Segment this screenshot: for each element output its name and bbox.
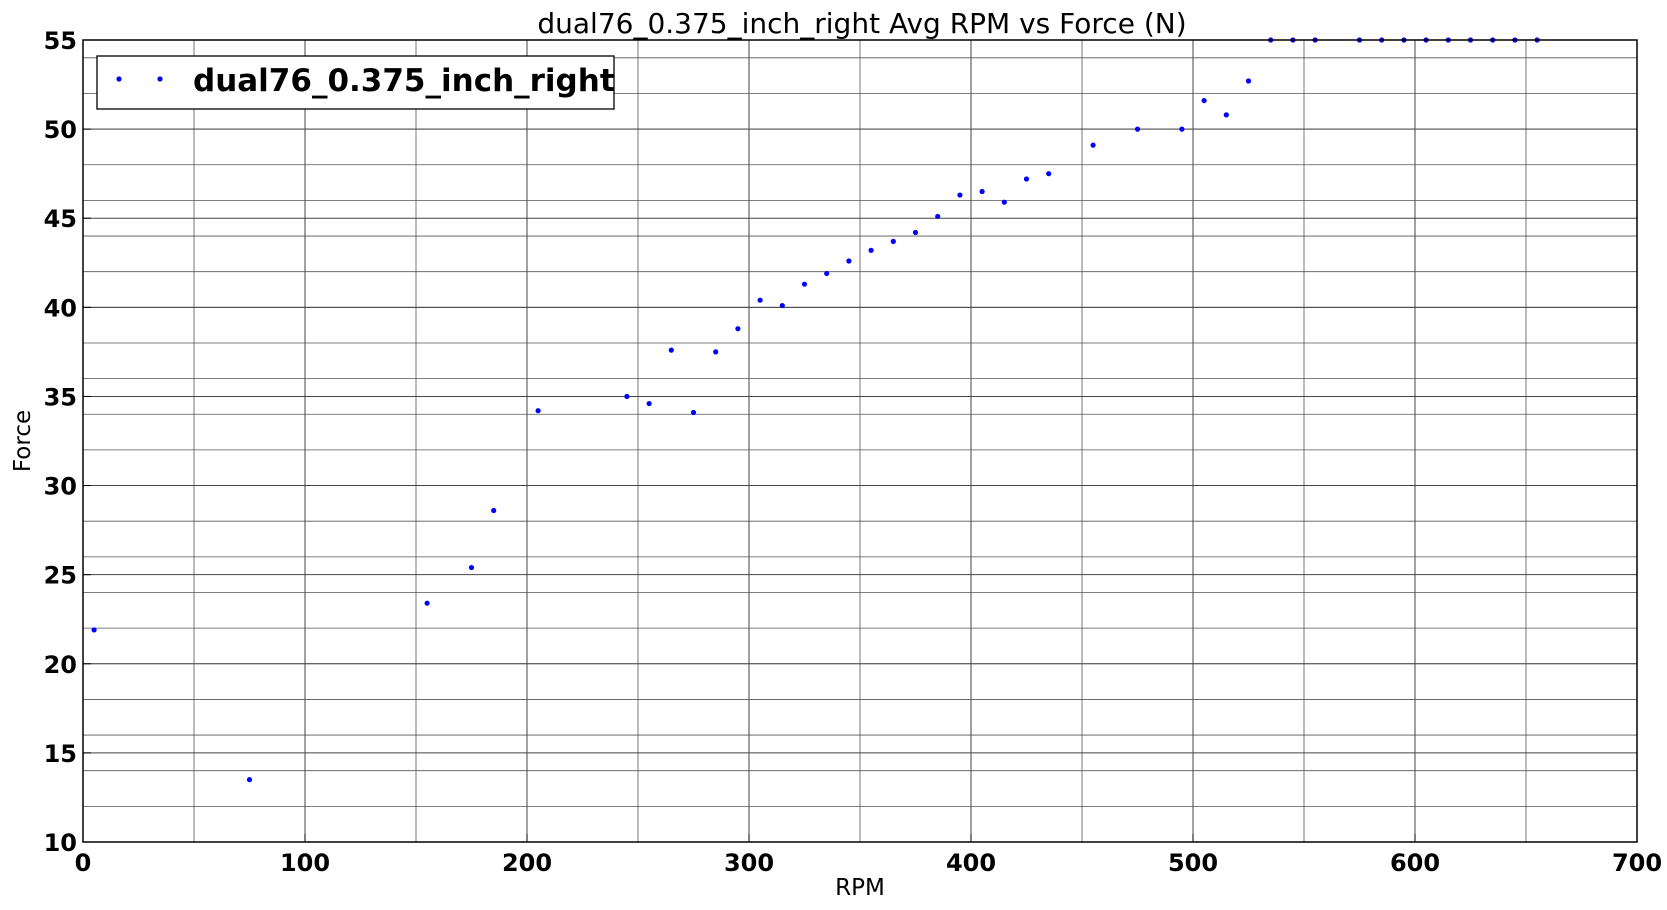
- data-point: [468, 564, 475, 571]
- x-tick-label: 400: [946, 849, 996, 877]
- data-point: [1223, 112, 1229, 118]
- y-tick-label: 30: [44, 473, 77, 501]
- y-tick-label: 15: [44, 740, 77, 768]
- legend-entry: dual76_0.375_inch_right: [193, 63, 615, 99]
- data-point: [668, 347, 674, 353]
- chart-title: dual76_0.375_inch_right Avg RPM vs Force…: [537, 7, 1186, 40]
- data-point: [246, 777, 253, 783]
- data-point: [779, 302, 785, 309]
- data-point: [1201, 97, 1207, 104]
- x-tick-label: 200: [502, 849, 552, 877]
- data-point: [935, 213, 941, 220]
- data-point: [1001, 199, 1007, 205]
- y-tick-label: 45: [44, 205, 77, 233]
- x-tick-label: 600: [1390, 849, 1440, 877]
- legend-marker: [157, 76, 163, 82]
- data-point: [91, 627, 97, 633]
- grid-lines: [83, 40, 1637, 842]
- y-tick-label: 55: [44, 27, 77, 55]
- y-tick-label: 25: [44, 562, 77, 590]
- x-tick-label: 700: [1612, 849, 1662, 877]
- x-tick-label: 0: [75, 849, 92, 877]
- data-point: [979, 188, 985, 195]
- data-point: [1134, 126, 1141, 132]
- y-tick-label: 20: [44, 651, 77, 679]
- x-tick-label: 300: [724, 849, 774, 877]
- data-point: [1179, 126, 1185, 132]
- data-point: [690, 409, 697, 416]
- data-point: [491, 507, 497, 514]
- data-point: [757, 297, 763, 303]
- data-point: [1090, 142, 1096, 148]
- data-point: [846, 258, 852, 264]
- data-point: [868, 247, 874, 253]
- data-point: [1023, 176, 1030, 182]
- y-tick-label: 35: [44, 383, 77, 411]
- y-tick-label: 10: [44, 829, 77, 857]
- data-point: [535, 408, 541, 414]
- tick-labels: 0 100 200 300 400 500 600 700 10 15 20 25 30 35 40 45 50…: [44, 27, 1662, 877]
- x-axis-label: RPM: [835, 875, 885, 901]
- legend: dual76_0.375_inch_right: [96, 55, 615, 110]
- data-points: [91, 37, 1540, 783]
- x-tick-label: 500: [1168, 849, 1218, 877]
- data-point: [912, 229, 919, 236]
- data-point: [646, 400, 652, 407]
- data-point: [735, 326, 741, 332]
- data-point: [1046, 171, 1052, 177]
- x-tick-label: 100: [280, 849, 330, 877]
- y-axis-label: Force: [10, 410, 36, 472]
- data-point: [824, 270, 830, 277]
- data-point: [1245, 78, 1252, 84]
- data-point: [890, 238, 896, 244]
- data-point: [957, 192, 963, 198]
- data-point: [801, 281, 808, 287]
- plot-frame: [82, 39, 1638, 843]
- data-point: [624, 393, 630, 400]
- data-point: [424, 600, 430, 606]
- data-point: [713, 349, 719, 355]
- y-tick-label: 50: [44, 116, 77, 144]
- legend-marker: [116, 76, 122, 82]
- y-tick-label: 40: [44, 294, 77, 322]
- legend-box: [96, 55, 615, 110]
